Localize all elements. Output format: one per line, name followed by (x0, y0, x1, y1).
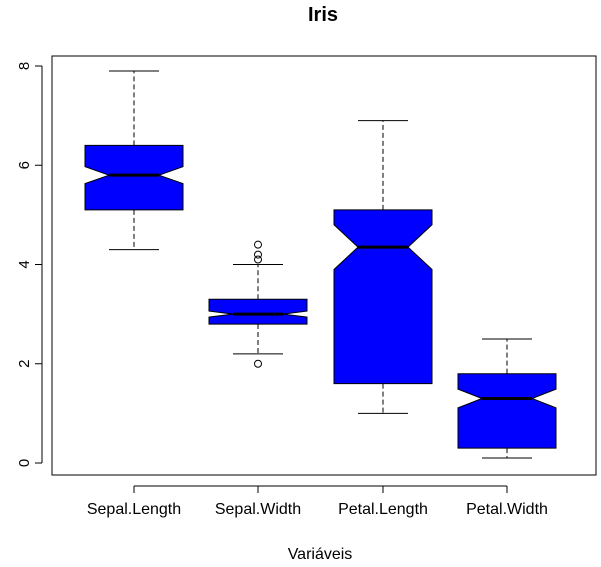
plot-frame (51, 55, 597, 476)
box-sepal-width (208, 298, 308, 325)
x-tick-label: Petal.Width (466, 501, 548, 518)
x-axis-title: Variáveis (288, 546, 353, 563)
y-tick-label: 0 (16, 459, 33, 467)
outlier-point (254, 240, 262, 249)
x-tick-label: Sepal.Length (87, 501, 181, 518)
outlier-point (254, 255, 262, 264)
box-petal-length (333, 209, 433, 385)
plot-area: 0 2 4 6 8 Sepal.Length Sepal.Width Petal.Length… (16, 55, 597, 518)
outlier-point (254, 359, 262, 368)
box-petal-width (457, 373, 557, 449)
y-tick-label: 6 (16, 161, 33, 169)
y-tick-label: 4 (16, 260, 33, 268)
outlier-point (254, 250, 262, 259)
y-tick-label: 2 (16, 360, 33, 368)
y-tick-label: 8 (16, 62, 33, 70)
box-sepal-length (84, 144, 184, 211)
x-tick-label: Petal.Length (338, 501, 428, 518)
chart-title: Iris (308, 4, 338, 26)
x-tick-label: Sepal.Width (215, 501, 301, 518)
